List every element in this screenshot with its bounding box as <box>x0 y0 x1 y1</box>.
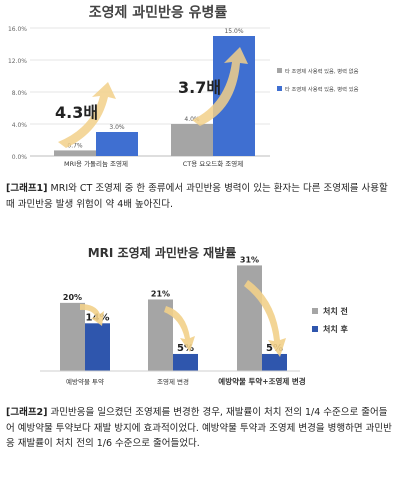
x-tick-label: 예방약물 투약 <box>66 377 104 386</box>
legend-swatch <box>312 308 318 314</box>
chart1-title: 조영제 과민반응 유병률 <box>89 4 228 21</box>
caption2-tag: [그래프2] <box>6 407 48 418</box>
recurrence-chart: MRI 조영제 과민반응 재발률 20%14%21%5%31%5% 예방약물 투… <box>40 245 349 386</box>
data-label: 0.7% <box>67 142 83 149</box>
ratio-annotation-mri: 4.3배 <box>55 103 98 122</box>
legend-label: 처치 후 <box>323 324 349 334</box>
bar <box>85 323 110 371</box>
caption1-text: MRI와 CT 조영제 중 한 종류에서 과민반응 병력이 있는 환자는 다른 … <box>6 183 388 210</box>
data-label: 5% <box>177 343 194 354</box>
arrow-icon <box>164 306 195 352</box>
data-label: 3.0% <box>109 124 125 131</box>
arrow-icon <box>58 82 116 148</box>
chart1-legend: 타 조영제 사용력 있음, 병력 없음타 조영제 사용력 있음, 병력 있음 <box>277 67 359 93</box>
chart2-title: MRI 조영제 과민반응 재발률 <box>88 245 237 260</box>
chart2-legend: 처치 전처치 후 <box>312 306 349 334</box>
legend-label: 처치 전 <box>323 306 348 316</box>
legend-swatch <box>312 326 318 332</box>
legend-swatch <box>277 86 282 91</box>
y-tick-label: 16.0% <box>8 26 27 33</box>
bar <box>60 302 85 371</box>
x-tick-label: CT용 요오드화 조영제 <box>183 159 244 168</box>
y-tick-label: 0.0% <box>12 154 28 161</box>
prevalence-chart: 조영제 과민반응 유병률 0.0% 4.0% 8.0% 12.0% 16.0% 0.7%… <box>8 4 359 168</box>
bar <box>171 124 213 156</box>
y-tick-label: 8.0% <box>12 90 28 97</box>
data-label: 20% <box>63 293 82 302</box>
data-label: 4.0% <box>184 116 200 123</box>
chart2-arrows <box>80 280 286 357</box>
legend-label: 타 조영제 사용력 있음, 병력 있음 <box>285 85 359 93</box>
data-label: 31% <box>240 255 259 264</box>
caption1-tag: [그래프1] <box>6 183 48 194</box>
arrow-icon <box>80 304 104 326</box>
bar <box>173 353 198 371</box>
y-tick-label: 12.0% <box>8 58 27 65</box>
bar <box>54 150 96 156</box>
arrow-icon <box>192 47 248 126</box>
bar <box>262 353 287 371</box>
legend-label: 타 조영제 사용력 있음, 병력 없음 <box>285 67 359 75</box>
x-tick-label: 조영제 변경 <box>157 377 189 386</box>
x-tick-label: 예방약물 투약+조영제 변경 <box>218 376 306 386</box>
chart1-arrows <box>58 47 248 148</box>
ratio-annotation-ct: 3.7배 <box>178 78 221 97</box>
data-label: 15.0% <box>224 28 243 35</box>
data-label: 21% <box>151 289 170 298</box>
legend-swatch <box>277 68 282 73</box>
y-tick-label: 4.0% <box>12 122 28 129</box>
x-tick-label: MRI용 가돌리늄 조영제 <box>64 159 128 168</box>
arrow-icon <box>244 280 286 357</box>
caption2-text: 과민반응을 일으켰던 조영제를 변경한 경우, 재발률이 처치 전의 1/4 수… <box>6 407 392 449</box>
bar <box>96 132 138 156</box>
chart1-caption: [그래프1] MRI와 CT 조영제 중 한 종류에서 과민반응 병력이 있는 … <box>6 181 394 212</box>
chart2-caption: [그래프2] 과민반응을 일으켰던 조영제를 변경한 경우, 재발률이 처치 전… <box>6 405 394 452</box>
